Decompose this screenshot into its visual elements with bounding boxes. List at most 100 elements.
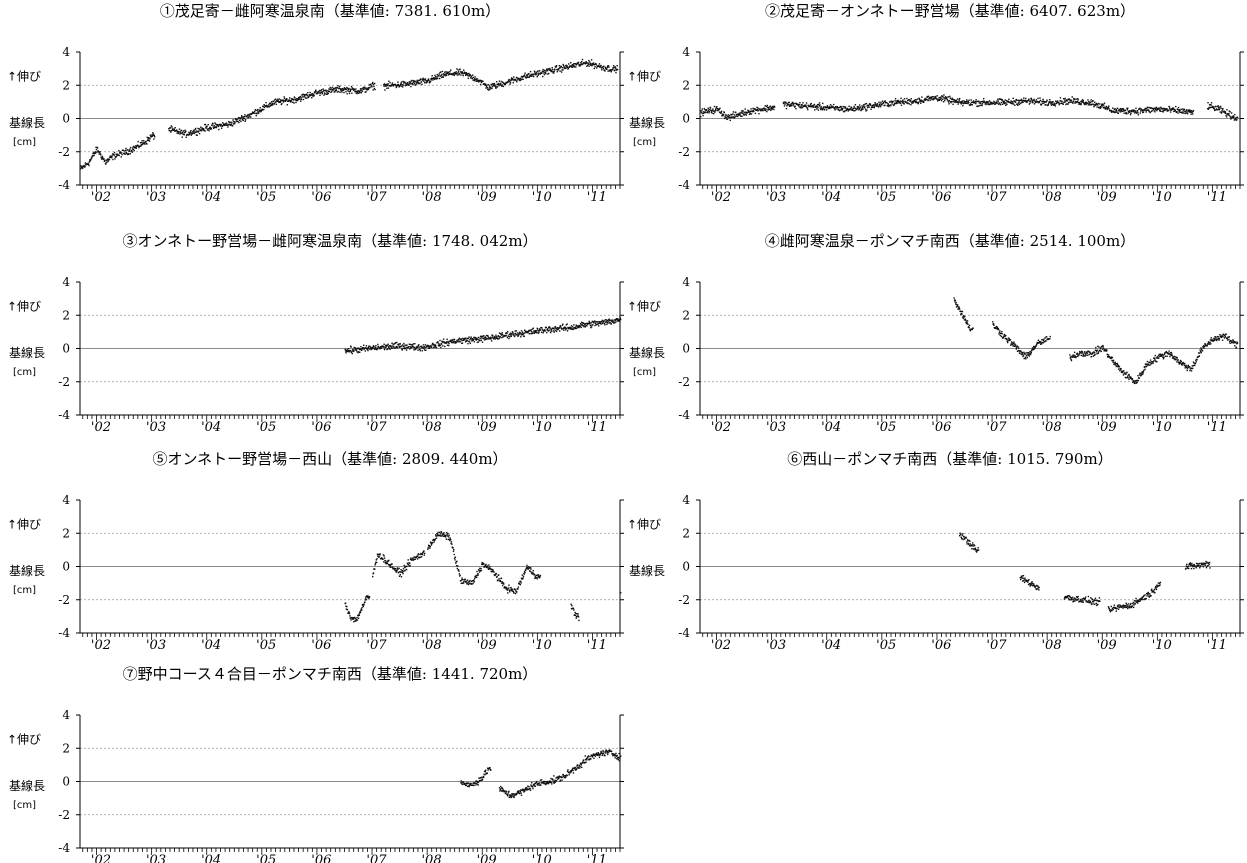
- data-point: [387, 83, 388, 84]
- data-point: [441, 74, 442, 75]
- data-point: [457, 341, 458, 342]
- data-point: [904, 98, 905, 99]
- data-point: [611, 71, 612, 72]
- data-point: [428, 78, 429, 79]
- data-point: [395, 568, 396, 569]
- data-point: [454, 559, 455, 560]
- data-point: [833, 104, 834, 105]
- data-point: [611, 323, 612, 324]
- data-point: [1203, 347, 1204, 348]
- data-point: [735, 116, 736, 117]
- data-point: [957, 304, 958, 305]
- data-point: [359, 92, 360, 93]
- data-point: [154, 136, 155, 137]
- data-point: [374, 83, 375, 84]
- data-point: [714, 106, 715, 107]
- data-point: [245, 119, 246, 120]
- data-point: [309, 92, 310, 93]
- data-point: [540, 329, 541, 330]
- data-point: [1236, 119, 1237, 120]
- data-point: [903, 101, 904, 102]
- data-point: [558, 69, 559, 70]
- data-series: [700, 94, 1238, 121]
- data-point: [397, 346, 398, 347]
- data-point: [495, 335, 496, 336]
- data-point: [793, 103, 794, 104]
- data-point: [237, 118, 238, 119]
- data-point: [195, 132, 196, 133]
- data-point: [957, 98, 958, 99]
- data-point: [1200, 347, 1201, 348]
- data-point: [1138, 378, 1139, 379]
- data-point: [1072, 96, 1073, 97]
- data-point: [1126, 113, 1127, 114]
- data-point: [391, 563, 392, 564]
- data-point: [997, 102, 998, 103]
- data-point: [923, 101, 924, 102]
- data-point: [425, 78, 426, 79]
- data-point: [425, 350, 426, 351]
- data-point: [368, 89, 369, 90]
- data-point: [400, 343, 401, 344]
- y-tick-label: 4: [62, 493, 70, 507]
- data-point: [918, 102, 919, 103]
- x-tick-label: '11: [587, 638, 607, 653]
- data-point: [928, 96, 929, 97]
- data-point: [468, 338, 469, 339]
- x-tick-label: '03: [146, 420, 166, 435]
- data-point: [1123, 113, 1124, 114]
- data-point: [536, 332, 537, 333]
- data-point: [728, 114, 729, 115]
- data-point: [606, 324, 607, 325]
- data-point: [509, 336, 510, 337]
- data-point: [430, 81, 431, 82]
- data-point: [1098, 103, 1099, 104]
- data-point: [505, 335, 506, 336]
- data-point: [1013, 341, 1014, 342]
- data-point: [418, 344, 419, 345]
- data-point: [1210, 343, 1211, 344]
- data-point: [1158, 357, 1159, 358]
- data-point: [492, 335, 493, 336]
- x-tick-label: '09: [1097, 420, 1117, 435]
- data-point: [557, 71, 558, 72]
- data-point: [181, 130, 182, 131]
- data-point: [1098, 346, 1099, 347]
- data-point: [339, 92, 340, 93]
- data-point: [1059, 103, 1060, 104]
- data-point: [365, 350, 366, 351]
- data-point: [998, 333, 999, 334]
- data-point: [374, 568, 375, 569]
- data-point: [153, 138, 154, 139]
- data-point: [955, 302, 956, 303]
- data-point: [222, 122, 223, 123]
- data-point: [880, 106, 881, 107]
- x-tick-label: '11: [1207, 420, 1227, 435]
- data-point: [433, 541, 434, 542]
- data-point: [559, 327, 560, 328]
- data-point: [601, 321, 602, 322]
- data-point: [121, 156, 122, 157]
- y-axis-label-mid: 基線長: [629, 345, 665, 360]
- data-point: [432, 343, 433, 344]
- data-point: [459, 341, 460, 342]
- x-tick-label: '09: [477, 638, 497, 653]
- data-point: [721, 111, 722, 112]
- data-point: [851, 107, 852, 108]
- data-point: [448, 345, 449, 346]
- data-point: [216, 127, 217, 128]
- data-point: [1127, 108, 1128, 109]
- data-point: [185, 137, 186, 138]
- data-point: [404, 565, 405, 566]
- data-point: [313, 95, 314, 96]
- data-point: [1087, 99, 1088, 100]
- data-point: [407, 559, 408, 560]
- data-point: [817, 106, 818, 107]
- data-point: [208, 130, 209, 131]
- data-point: [1164, 354, 1165, 355]
- data-point: [1128, 379, 1129, 380]
- data-point: [387, 344, 388, 345]
- data-point: [1142, 374, 1143, 375]
- data-point: [348, 348, 349, 349]
